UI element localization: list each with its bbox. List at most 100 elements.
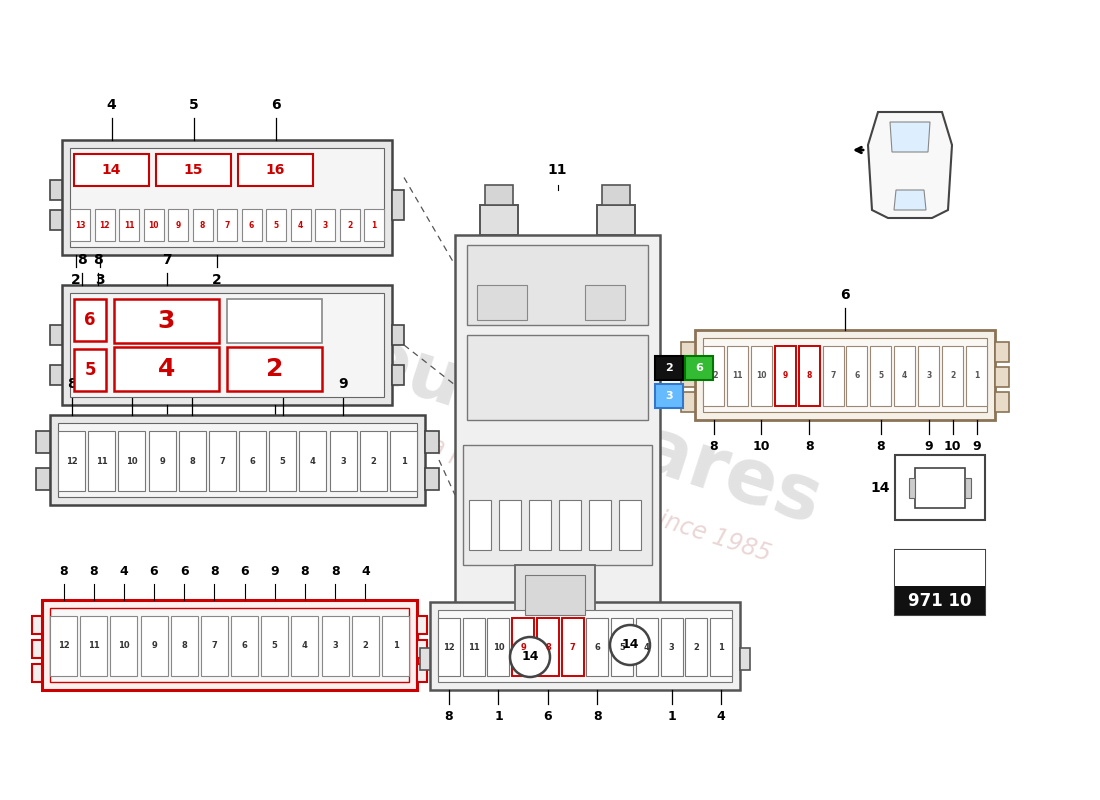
Text: 4: 4 bbox=[361, 565, 370, 578]
Text: eurospares: eurospares bbox=[349, 320, 832, 540]
Bar bbox=[201, 616, 228, 676]
Bar bbox=[390, 431, 417, 491]
Text: 9: 9 bbox=[972, 440, 981, 453]
Text: 8: 8 bbox=[200, 221, 206, 230]
Text: 8: 8 bbox=[710, 440, 718, 453]
Text: 12: 12 bbox=[720, 389, 739, 403]
Bar bbox=[36, 468, 50, 490]
Text: 7: 7 bbox=[220, 457, 225, 466]
Bar bbox=[321, 616, 349, 676]
Text: 8: 8 bbox=[189, 457, 195, 466]
Text: 971 10: 971 10 bbox=[909, 592, 971, 610]
Bar bbox=[468, 245, 648, 325]
Bar bbox=[227, 299, 322, 343]
Text: 4: 4 bbox=[716, 710, 725, 723]
Text: 14: 14 bbox=[870, 481, 890, 494]
Text: 4: 4 bbox=[187, 377, 197, 391]
Bar bbox=[156, 154, 231, 186]
Text: 5: 5 bbox=[274, 221, 278, 230]
Bar bbox=[242, 209, 262, 241]
Bar bbox=[681, 342, 695, 362]
Text: 6: 6 bbox=[695, 363, 703, 373]
Bar bbox=[32, 616, 42, 634]
Bar bbox=[36, 431, 50, 453]
Bar bbox=[266, 209, 286, 241]
Text: 7: 7 bbox=[570, 642, 575, 651]
Bar bbox=[168, 209, 188, 241]
Bar bbox=[50, 325, 62, 345]
Bar bbox=[42, 600, 417, 690]
Text: 2: 2 bbox=[212, 273, 222, 287]
Bar bbox=[895, 550, 984, 615]
Text: 3: 3 bbox=[332, 642, 338, 650]
Bar bbox=[110, 616, 138, 676]
Bar bbox=[32, 664, 42, 682]
Text: 4: 4 bbox=[644, 642, 650, 651]
Text: 12: 12 bbox=[99, 221, 110, 230]
Text: 8: 8 bbox=[94, 253, 103, 267]
Text: 6: 6 bbox=[840, 288, 850, 302]
Text: 6: 6 bbox=[271, 98, 281, 112]
Text: 10: 10 bbox=[752, 440, 770, 453]
Text: 1: 1 bbox=[372, 221, 376, 230]
Bar bbox=[178, 431, 206, 491]
Text: a passion for parts since 1985: a passion for parts since 1985 bbox=[427, 434, 773, 566]
Text: 6: 6 bbox=[594, 642, 601, 651]
Bar bbox=[50, 616, 77, 676]
Text: 10: 10 bbox=[148, 221, 158, 230]
Text: 12: 12 bbox=[57, 642, 69, 650]
Text: 14: 14 bbox=[101, 163, 121, 177]
Bar bbox=[703, 346, 724, 406]
Bar bbox=[654, 356, 683, 380]
Text: 11: 11 bbox=[96, 457, 108, 466]
Text: 4: 4 bbox=[120, 565, 129, 578]
Bar bbox=[392, 325, 404, 345]
Bar bbox=[942, 346, 964, 406]
Text: 8: 8 bbox=[444, 710, 453, 723]
Text: 4: 4 bbox=[902, 371, 908, 381]
Text: 8: 8 bbox=[77, 253, 87, 267]
Text: 8: 8 bbox=[67, 377, 76, 391]
Text: 9: 9 bbox=[782, 371, 788, 381]
Text: 14: 14 bbox=[621, 638, 639, 651]
Text: 13: 13 bbox=[75, 221, 86, 230]
Bar bbox=[894, 346, 915, 406]
Bar bbox=[468, 335, 648, 420]
Text: 3: 3 bbox=[322, 221, 328, 230]
Bar bbox=[292, 616, 319, 676]
Text: 1: 1 bbox=[494, 710, 503, 723]
Bar bbox=[430, 602, 740, 690]
Text: 5: 5 bbox=[279, 457, 286, 466]
Bar bbox=[619, 500, 641, 550]
Text: 9: 9 bbox=[151, 642, 157, 650]
Bar bbox=[425, 468, 439, 490]
Bar bbox=[238, 154, 314, 186]
Bar bbox=[562, 618, 584, 676]
Bar bbox=[209, 431, 235, 491]
Bar bbox=[239, 431, 266, 491]
Text: 6: 6 bbox=[242, 642, 248, 650]
Polygon shape bbox=[868, 112, 952, 218]
Text: 15: 15 bbox=[184, 163, 204, 177]
Text: 2: 2 bbox=[371, 457, 376, 466]
Bar bbox=[895, 455, 984, 520]
Bar bbox=[417, 640, 427, 658]
Text: 2: 2 bbox=[666, 363, 673, 373]
Bar bbox=[513, 618, 535, 676]
Text: 4: 4 bbox=[157, 357, 175, 381]
Bar bbox=[996, 342, 1009, 362]
Bar bbox=[965, 478, 971, 498]
Bar bbox=[141, 616, 167, 676]
Bar bbox=[585, 285, 625, 320]
Bar bbox=[703, 338, 987, 412]
Text: 14: 14 bbox=[521, 650, 539, 663]
Bar bbox=[438, 610, 732, 682]
Bar bbox=[799, 346, 820, 406]
Text: 9: 9 bbox=[924, 440, 933, 453]
Text: 2: 2 bbox=[72, 273, 81, 287]
Bar bbox=[463, 618, 485, 676]
Text: 9: 9 bbox=[160, 457, 165, 466]
Bar bbox=[119, 209, 139, 241]
Polygon shape bbox=[894, 190, 926, 210]
Bar bbox=[143, 209, 164, 241]
